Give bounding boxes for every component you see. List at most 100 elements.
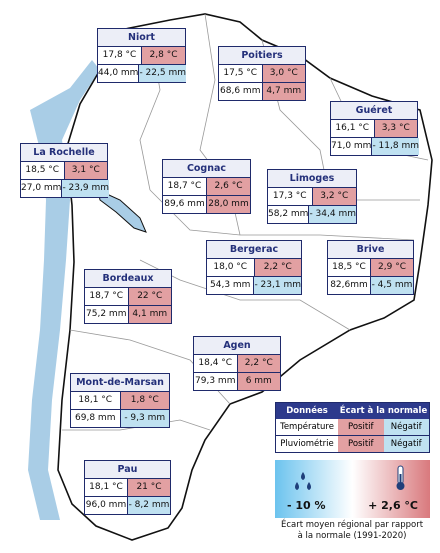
temperature-row: 17,5 °C 3,0 °C (219, 65, 305, 82)
rainfall: 69,8 mm (75, 413, 116, 423)
rainfall-deviation: - 8,2 mm (127, 497, 170, 514)
city-name: Mont-de-Marsan (71, 374, 169, 392)
drops-icon (295, 472, 311, 490)
city-name: Guéret (331, 102, 417, 120)
scale-caption: Écart moyen régional par rapport à la no… (262, 520, 440, 542)
legend-rows: Température Positif Négatif Pluviométrie Pos… (276, 419, 429, 452)
rainfall-row: 68,6 mm 4,7 mm (219, 82, 305, 100)
city-box: Pau 18,1 °C 21 °C 96,0 mm - 8,2 mm (84, 460, 171, 515)
temperature: 18,7 °C (167, 181, 202, 191)
rainfall: 44,0 mm (98, 68, 139, 78)
temperature-row: 18,1 °C 21 °C (85, 479, 170, 496)
temperature-deviation: 3,1 °C (63, 162, 107, 179)
legend-row: Température Positif Négatif (276, 419, 429, 435)
temperature-deviation: 3,2 °C (311, 188, 356, 205)
temperature-row: 17,8 °C 2,8 °C (98, 47, 185, 64)
legend-positive: Positif (338, 436, 384, 452)
legend-header: Données Écart à la normale (276, 403, 429, 419)
rainfall-deviation: - 11,8 mm (371, 138, 419, 155)
rainfall-row: 69,8 mm - 9,3 mm (71, 409, 169, 427)
legend-negative: Négatif (383, 419, 429, 435)
rainfall-row: 82,6mm - 4,5 mm (328, 276, 413, 294)
rainfall-row: 27,0 mm - 23,9 mm (21, 179, 109, 197)
temperature: 17,5 °C (223, 68, 258, 78)
scale-left-label: - 10 % (287, 499, 326, 512)
city-box: Brive 18,5 °C 2,9 °C 82,6mm - 4,5 mm (327, 240, 414, 295)
city-name: Cognac (163, 160, 250, 178)
caption-line: Écart moyen régional par rapport (280, 520, 424, 530)
temperature-row: 16,1 °C 3,3 °C (331, 120, 417, 137)
legend-header-cell: Données (286, 406, 328, 416)
legend-header-cell: Écart à la normale (339, 406, 428, 416)
temperature-deviation: 21 °C (127, 479, 170, 496)
scale-graphic (275, 460, 430, 518)
city-name: Poitiers (219, 47, 305, 65)
temperature-row: 18,4 °C 2,2 °C (194, 355, 280, 372)
temperature-row: 18,5 °C 3,1 °C (21, 162, 107, 179)
rainfall: 75,2 mm (86, 309, 127, 319)
city-name: Agen (194, 337, 280, 355)
rainfall: 79,3 mm (195, 376, 236, 386)
rainfall-row: 75,2 mm 4,1 mm (85, 305, 171, 323)
city-name: Limoges (268, 170, 356, 188)
legend-label: Température (280, 422, 334, 432)
rainfall-row: 89,6 mm 28,0 mm (163, 195, 250, 213)
rainfall-deviation: - 22,5 mm (138, 65, 186, 82)
city-name: Bordeaux (85, 270, 171, 288)
temperature-row: 18,7 °C 2,6 °C (163, 178, 250, 195)
rainfall-deviation: - 4,5 mm (370, 277, 413, 294)
city-box: Mont-de-Marsan 18,1 °C 1,8 °C 69,8 mm - 9,3 … (70, 373, 170, 428)
city-box: Agen 18,4 °C 2,2 °C 79,3 mm 6 mm (193, 336, 281, 391)
temperature: 18,0 °C (213, 262, 248, 272)
rainfall-deviation: 4,1 mm (127, 306, 171, 323)
city-box: Poitiers 17,5 °C 3,0 °C 68,6 mm 4,7 mm (218, 46, 306, 101)
city-name: La Rochelle (21, 144, 107, 162)
temperature-row: 18,1 °C 1,8 °C (71, 392, 169, 409)
temperature-row: 17,3 °C 3,2 °C (268, 188, 356, 205)
legend-positive: Positif (338, 419, 384, 435)
rainfall: 27,0 mm (21, 183, 62, 193)
rainfall: 82,6mm (330, 280, 368, 290)
rainfall-deviation: - 23,9 mm (61, 180, 109, 197)
city-box: Guéret 16,1 °C 3,3 °C 71,0 mm - 11,8 mm (330, 101, 419, 156)
city-box: Niort 17,8 °C 2,8 °C 44,0 mm - 22,5 mm (97, 28, 186, 83)
rainfall-row: 44,0 mm - 22,5 mm (98, 64, 186, 82)
rainfall-row: 58,2 mm - 34,4 mm (268, 205, 356, 223)
city-name: Bergerac (207, 241, 301, 259)
temperature: 18,5 °C (332, 262, 366, 272)
temperature-deviation: 2,2 °C (253, 259, 301, 276)
rainfall-deviation: - 9,3 mm (119, 410, 169, 427)
temperature-row: 18,7 °C 22 °C (85, 288, 171, 305)
temperature-deviation: 2,2 °C (236, 355, 280, 372)
temperature: 18,7 °C (89, 291, 124, 301)
caption-line: à la normale (1991-2020) (297, 531, 407, 541)
temperature: 18,4 °C (198, 358, 233, 368)
rainfall: 96,0 mm (85, 500, 127, 510)
temperature-deviation: 2,8 °C (141, 47, 185, 64)
city-box: Limoges 17,3 °C 3,2 °C 58,2 mm - 34,4 mm (267, 169, 357, 224)
rainfall-deviation: - 23,1 mm (253, 277, 301, 294)
rainfall: 71,0 mm (331, 141, 372, 151)
rainfall-deviation: 6 mm (236, 373, 280, 390)
rainfall: 54,3 mm (210, 280, 251, 290)
rainfall: 68,6 mm (220, 86, 261, 96)
temperature: 17,3 °C (272, 191, 307, 201)
temperature: 18,1 °C (89, 482, 123, 492)
thermometer-icon (396, 465, 405, 490)
scale-gradient (275, 460, 430, 518)
temperature-deviation: 1,8 °C (119, 392, 169, 409)
city-name: Niort (98, 29, 185, 47)
city-name: Brive (328, 241, 413, 259)
rainfall-deviation: 4,7 mm (261, 83, 305, 100)
temperature: 18,5 °C (25, 165, 60, 175)
temperature-row: 18,5 °C 2,9 °C (328, 259, 413, 276)
temperature-deviation: 3,3 °C (373, 120, 417, 137)
city-box: La Rochelle 18,5 °C 3,1 °C 27,0 mm - 23,9 mm (20, 143, 109, 198)
temperature-deviation: 3,0 °C (261, 65, 305, 82)
rainfall-deviation: - 34,4 mm (308, 206, 356, 223)
rainfall-deviation: 28,0 mm (206, 196, 250, 213)
gironde-estuary (97, 189, 147, 233)
temperature-deviation: 2,9 °C (370, 259, 413, 276)
temperature: 16,1 °C (335, 123, 370, 133)
